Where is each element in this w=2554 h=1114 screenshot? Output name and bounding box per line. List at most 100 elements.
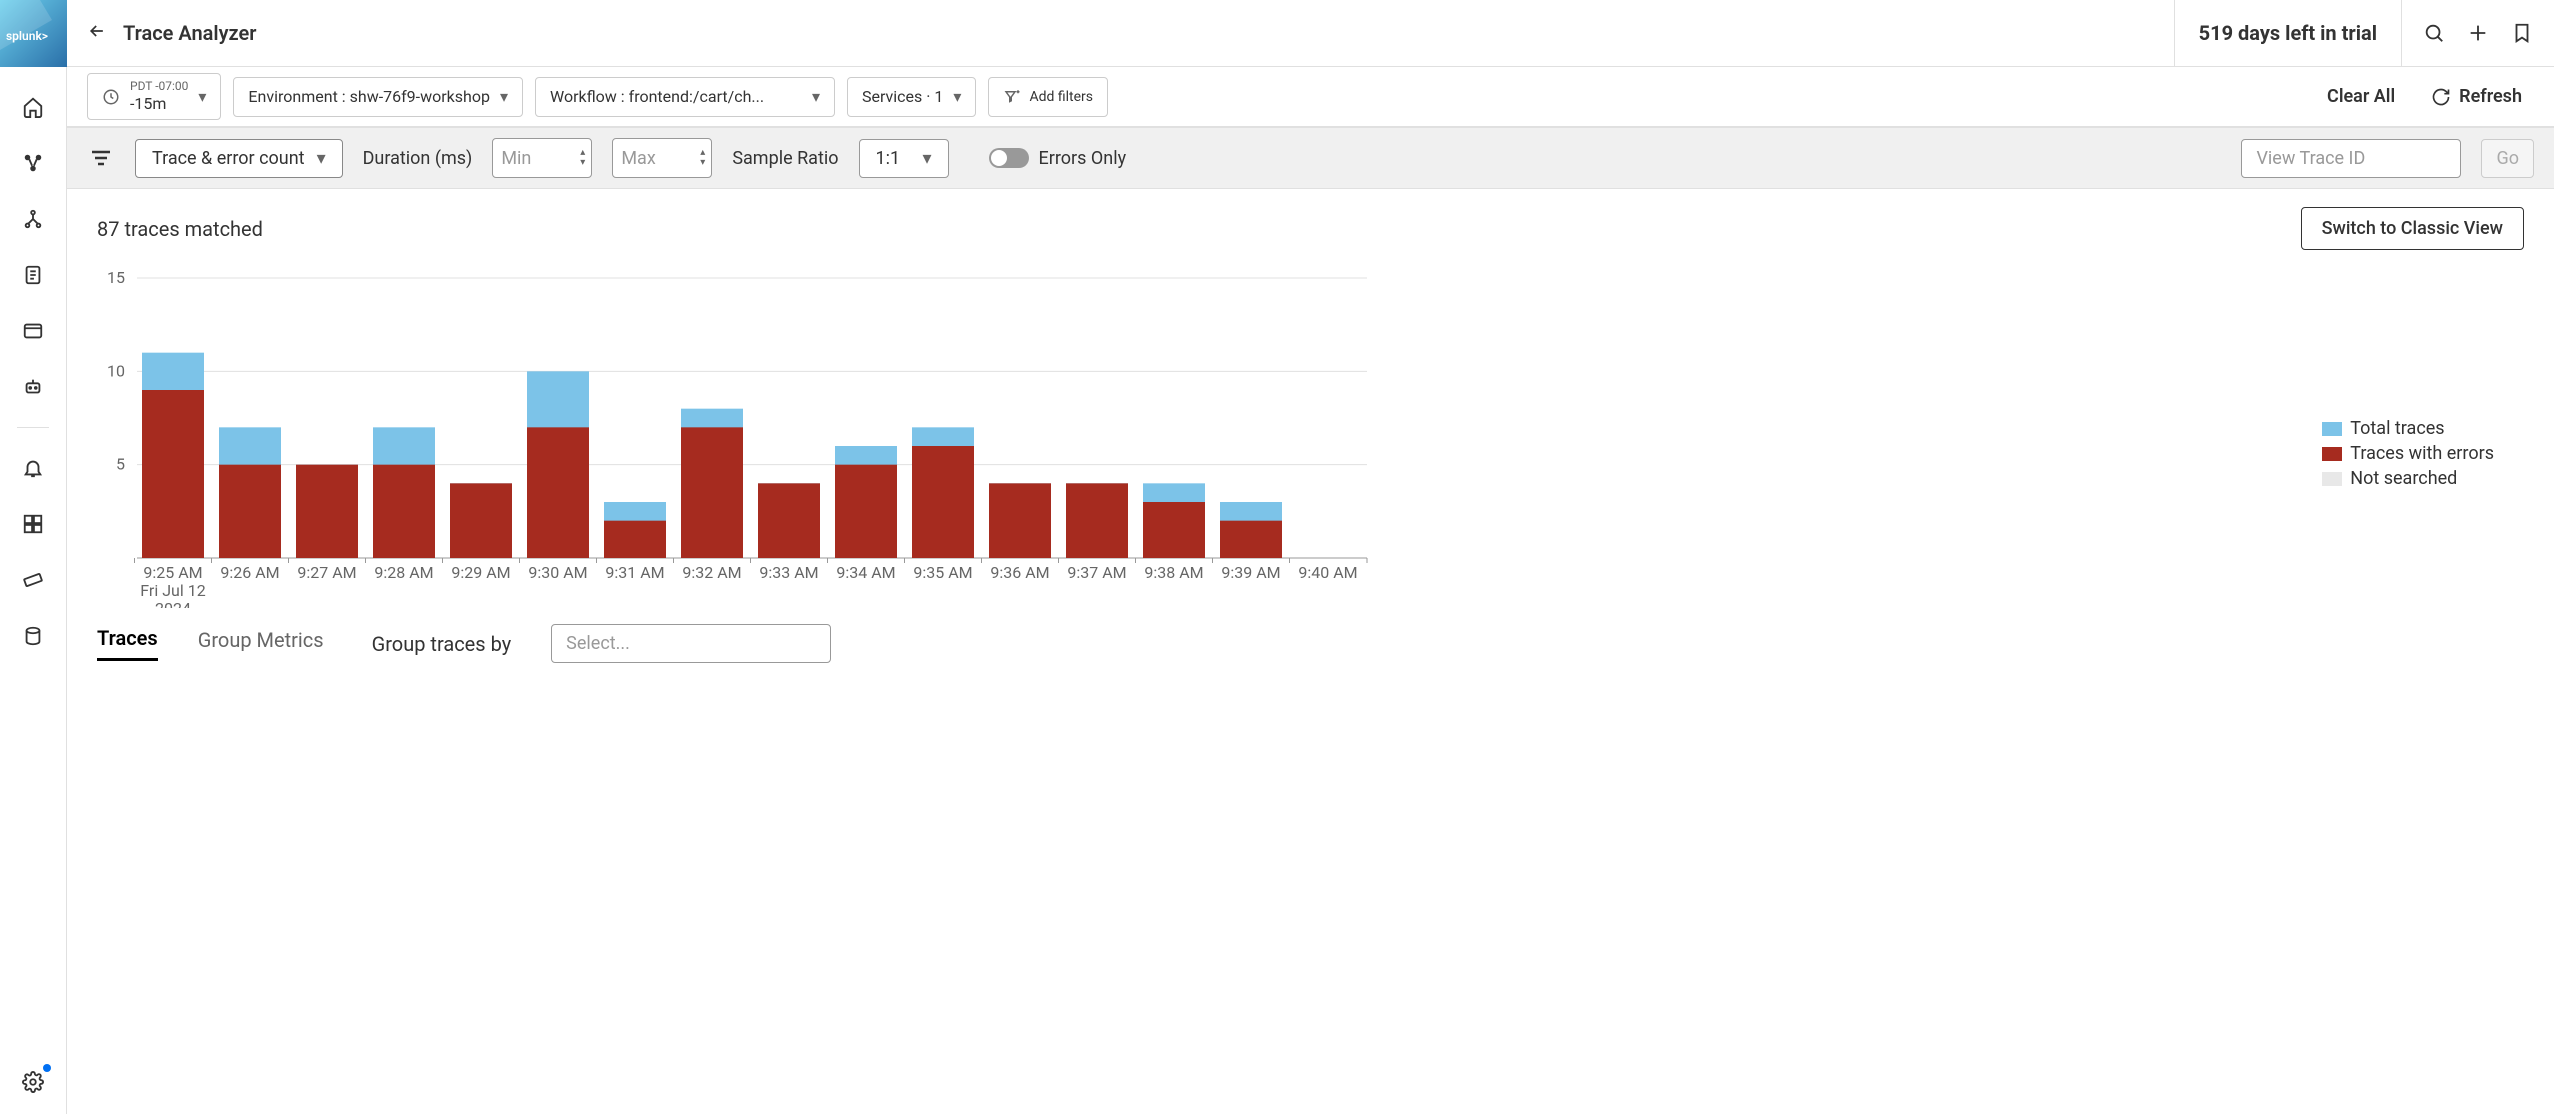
duration-min-input[interactable]: Min ▴▾ xyxy=(492,138,592,178)
time-range-picker[interactable]: PDT -07:00 -15m ▾ xyxy=(87,73,221,119)
legend-item: Not searched xyxy=(2322,468,2494,489)
svg-text:Fri Jul 12: Fri Jul 12 xyxy=(140,581,205,600)
add-filters-label: Add filters xyxy=(1029,89,1093,105)
svg-text:9:35 AM: 9:35 AM xyxy=(913,563,972,582)
services-label: Services · 1 xyxy=(862,87,943,106)
result-bar: 87 traces matched Switch to Classic View xyxy=(67,189,2554,268)
refresh-icon xyxy=(2431,87,2451,107)
legend-swatch xyxy=(2322,472,2342,486)
svg-text:9:31 AM: 9:31 AM xyxy=(605,563,664,582)
svg-text:9:28 AM: 9:28 AM xyxy=(374,563,433,582)
filter-menu-icon[interactable] xyxy=(87,144,115,172)
timezone-label: PDT -07:00 xyxy=(130,80,188,93)
bell-icon[interactable] xyxy=(17,452,49,484)
min-placeholder: Min xyxy=(501,148,531,169)
legend-label: Not searched xyxy=(2350,468,2457,489)
max-placeholder: Max xyxy=(621,148,655,169)
errors-only-toggle[interactable] xyxy=(989,148,1029,168)
time-range-value: -15m xyxy=(130,94,188,113)
sub-filter-bar: Trace & error count▾ Duration (ms) Min▴▾… xyxy=(67,127,2554,189)
database-icon[interactable] xyxy=(17,620,49,652)
metric-select[interactable]: Trace & error count▾ xyxy=(135,139,343,178)
classic-view-button[interactable]: Switch to Classic View xyxy=(2301,207,2524,250)
chevron-down-icon: ▾ xyxy=(922,148,931,169)
refresh-button[interactable]: Refresh xyxy=(2419,80,2534,113)
clear-all-button[interactable]: Clear All xyxy=(2315,80,2407,113)
svg-text:9:32 AM: 9:32 AM xyxy=(682,563,741,582)
top-bar: Trace Analyzer 519 days left in trial xyxy=(67,0,2554,67)
settings-icon[interactable] xyxy=(17,1066,49,1098)
spinner-icon[interactable]: ▴▾ xyxy=(580,148,585,168)
page-title: Trace Analyzer xyxy=(123,21,2174,45)
svg-text:5: 5 xyxy=(116,455,125,474)
svg-text:9:38 AM: 9:38 AM xyxy=(1144,563,1203,582)
svg-text:9:36 AM: 9:36 AM xyxy=(990,563,1049,582)
legend-label: Traces with errors xyxy=(2350,443,2494,464)
splunk-logo: splunk> xyxy=(0,0,67,67)
trial-badge: 519 days left in trial xyxy=(2174,0,2402,66)
left-nav-sidebar: splunk> xyxy=(0,0,67,1114)
chart-area: 510159:25 AMFri Jul 1220249:26 AM9:27 AM… xyxy=(67,268,2554,608)
browser-icon[interactable] xyxy=(17,315,49,347)
svg-text:splunk>: splunk> xyxy=(6,29,48,43)
group-by-label: Group traces by xyxy=(372,632,512,656)
services-filter[interactable]: Services · 1▾ xyxy=(847,77,976,117)
trace-id-input[interactable]: View Trace ID xyxy=(2241,139,2461,178)
duration-max-input[interactable]: Max ▴▾ xyxy=(612,138,712,178)
tabs-bar: Traces Group Metrics Group traces by Sel… xyxy=(67,608,2554,663)
chart-legend: Total traces Traces with errors Not search… xyxy=(2322,418,2494,489)
nav-divider xyxy=(17,427,49,428)
ruler-icon[interactable] xyxy=(17,564,49,596)
svg-text:9:25 AM: 9:25 AM xyxy=(143,563,202,582)
svg-text:9:27 AM: 9:27 AM xyxy=(297,563,356,582)
svg-text:9:29 AM: 9:29 AM xyxy=(451,563,510,582)
svg-text:15: 15 xyxy=(107,268,125,287)
traces-matched-count: 87 traces matched xyxy=(97,217,263,241)
chevron-down-icon: ▾ xyxy=(500,87,508,106)
sample-ratio-select[interactable]: 1:1 ▾ xyxy=(859,139,949,178)
chevron-down-icon: ▾ xyxy=(812,87,820,106)
dashboard-icon[interactable] xyxy=(17,508,49,540)
tab-group-metrics[interactable]: Group Metrics xyxy=(198,628,324,660)
sample-ratio-value: 1:1 xyxy=(876,148,901,169)
group-by-select[interactable]: Select... xyxy=(551,624,831,663)
spinner-icon[interactable]: ▴▾ xyxy=(700,148,705,168)
group-by-placeholder: Select... xyxy=(566,633,630,654)
clock-icon xyxy=(102,88,120,106)
robot-icon[interactable] xyxy=(17,371,49,403)
svg-text:2024: 2024 xyxy=(155,599,191,608)
environment-label: Environment : shw-76f9-workshop xyxy=(248,87,490,106)
svg-text:9:40 AM: 9:40 AM xyxy=(1298,563,1357,582)
logs-icon[interactable] xyxy=(17,259,49,291)
svg-text:9:34 AM: 9:34 AM xyxy=(836,563,895,582)
home-icon[interactable] xyxy=(17,91,49,123)
search-icon[interactable] xyxy=(2422,21,2446,45)
filter-bar: PDT -07:00 -15m ▾ Environment : shw-76f9… xyxy=(67,67,2554,127)
add-icon[interactable] xyxy=(2466,21,2490,45)
go-button[interactable]: Go xyxy=(2481,139,2534,178)
apm-icon[interactable] xyxy=(17,147,49,179)
sample-ratio-label: Sample Ratio xyxy=(732,148,838,169)
metric-label: Trace & error count xyxy=(152,148,305,169)
tab-traces[interactable]: Traces xyxy=(97,626,158,661)
legend-label: Total traces xyxy=(2350,418,2444,439)
back-button[interactable] xyxy=(87,21,107,45)
environment-filter[interactable]: Environment : shw-76f9-workshop ▾ xyxy=(233,77,523,117)
duration-label: Duration (ms) xyxy=(363,148,473,169)
legend-item: Total traces xyxy=(2322,418,2494,439)
tree-icon[interactable] xyxy=(17,203,49,235)
workflow-filter[interactable]: Workflow : frontend:/cart/ch...▾ xyxy=(535,77,835,117)
filter-plus-icon xyxy=(1003,88,1021,106)
svg-text:9:33 AM: 9:33 AM xyxy=(759,563,818,582)
svg-text:9:37 AM: 9:37 AM xyxy=(1067,563,1126,582)
add-filters-button[interactable]: Add filters xyxy=(988,77,1108,117)
trace-count-chart: 510159:25 AMFri Jul 1220249:26 AM9:27 AM… xyxy=(97,268,2524,608)
errors-only-label: Errors Only xyxy=(1039,148,1127,169)
svg-text:9:30 AM: 9:30 AM xyxy=(528,563,587,582)
legend-swatch xyxy=(2322,447,2342,461)
chevron-down-icon: ▾ xyxy=(198,87,206,106)
svg-text:9:39 AM: 9:39 AM xyxy=(1221,563,1280,582)
bookmark-icon[interactable] xyxy=(2510,21,2534,45)
trace-id-placeholder: View Trace ID xyxy=(2256,148,2365,169)
refresh-label: Refresh xyxy=(2459,86,2522,107)
